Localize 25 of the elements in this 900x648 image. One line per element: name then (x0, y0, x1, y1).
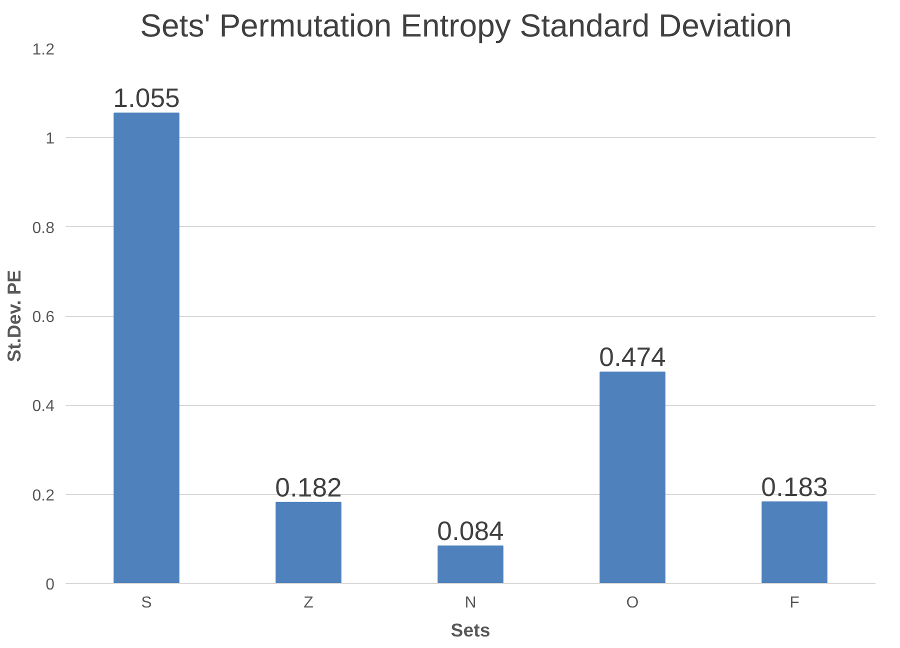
x-tick-label: O (626, 594, 639, 612)
data-label: 0.182 (275, 472, 342, 502)
bar (276, 502, 342, 584)
bar (114, 112, 180, 584)
y-tick-label: 1 (46, 130, 55, 148)
x-tick-label: F (790, 594, 800, 612)
x-tick-label: S (141, 594, 152, 612)
y-axis-title: St.Dev. PE (3, 270, 24, 362)
bar (600, 372, 666, 584)
y-tick-label: 0.2 (32, 487, 55, 504)
y-tick-label: 0.6 (32, 309, 55, 326)
y-tick-label: 0.4 (32, 398, 55, 416)
bar (762, 501, 828, 584)
x-tick-label: N (464, 594, 476, 612)
x-tick-label: Z (304, 594, 314, 612)
y-tick-label: 0 (46, 576, 55, 594)
data-label: 0.084 (437, 516, 504, 546)
data-label: 0.474 (599, 342, 666, 372)
x-axis-title: Sets (450, 620, 490, 640)
data-label: 0.183 (761, 472, 828, 502)
y-tick-label: 1.2 (32, 42, 55, 58)
y-tick-label: 0.8 (32, 220, 55, 237)
chart-title: Sets' Permutation Entropy Standard Deviation (140, 8, 792, 44)
data-label: 1.055 (113, 83, 180, 114)
bar (438, 546, 504, 584)
